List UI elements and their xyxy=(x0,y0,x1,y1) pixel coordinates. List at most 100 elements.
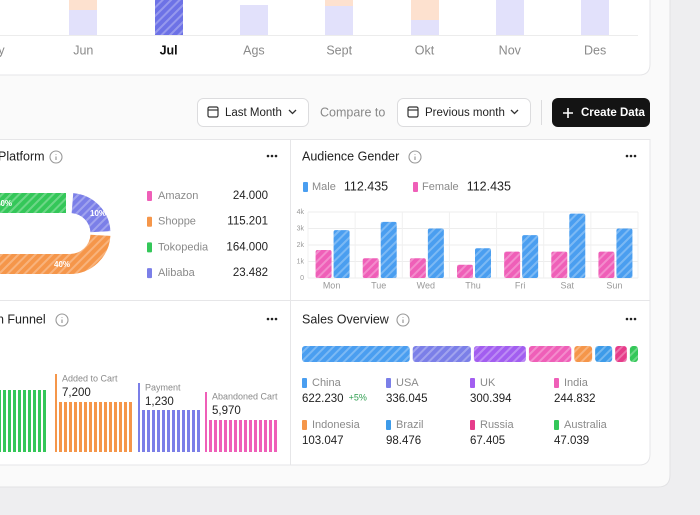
stack-segment xyxy=(528,346,572,362)
legend-swatch xyxy=(470,378,475,388)
legend-total: 112.435 xyxy=(467,179,511,193)
legend-name: UK xyxy=(480,377,496,389)
calendar-icon xyxy=(407,106,419,118)
x-tick-label: Thu xyxy=(465,280,481,290)
more-icon xyxy=(270,154,274,158)
legend-value: 115.201 xyxy=(227,216,268,228)
funnel-bar xyxy=(124,402,127,452)
more-icon xyxy=(633,154,637,158)
y-tick-label: 4k xyxy=(297,209,305,216)
legend-value: 244.832 xyxy=(554,393,596,405)
legend-swatch xyxy=(147,216,152,227)
legend-swatch xyxy=(302,420,307,430)
funnel-bar xyxy=(162,410,165,452)
funnel-bar xyxy=(109,402,112,452)
funnel-bar xyxy=(8,390,11,452)
month-label: Jul xyxy=(160,43,178,57)
funnel-bar xyxy=(167,410,170,452)
stack-segment xyxy=(412,346,471,362)
panel-title: Sales Overview xyxy=(302,312,390,326)
stack-segment xyxy=(302,346,410,362)
funnel-bar xyxy=(38,390,41,452)
x-tick-label: Sun xyxy=(606,280,622,290)
funnel-bar xyxy=(269,420,272,452)
stack-segment xyxy=(629,346,638,362)
legend-value: 24.000 xyxy=(233,190,268,202)
funnel-bar xyxy=(89,402,92,452)
info-icon xyxy=(49,150,63,164)
funnel-bar xyxy=(99,402,102,452)
month-label: Nov xyxy=(499,43,522,57)
more-icon xyxy=(625,317,629,321)
period-select[interactable] xyxy=(197,98,309,127)
x-tick-label: Wed xyxy=(417,280,435,290)
bar xyxy=(598,251,615,278)
compare-period-label: Previous month xyxy=(425,107,505,119)
funnel-bar xyxy=(119,402,122,452)
bar xyxy=(427,228,444,278)
x-tick-label: Tue xyxy=(371,280,386,290)
more-icon xyxy=(274,154,278,158)
donut-label: 40% xyxy=(54,260,70,269)
bar-decor xyxy=(411,0,439,20)
funnel-value: 7,200 xyxy=(62,387,91,399)
legend-name: Female xyxy=(422,181,459,193)
funnel-marker xyxy=(205,392,207,452)
month-label: Sept xyxy=(326,43,352,57)
chevron xyxy=(288,109,297,115)
month-label: Jun xyxy=(73,43,93,57)
bar xyxy=(380,221,397,278)
plus-icon xyxy=(563,108,573,118)
bar-decor xyxy=(411,20,439,35)
panel-title: Audience Gender xyxy=(302,149,399,163)
more-icon xyxy=(270,317,274,321)
funnel-bar xyxy=(43,390,46,452)
funnel-bar xyxy=(142,410,145,452)
funnel-bar xyxy=(33,390,36,452)
legend-name: China xyxy=(312,377,342,389)
funnel-bar xyxy=(79,402,82,452)
legend-value: 98.476 xyxy=(386,435,421,447)
create-button[interactable] xyxy=(552,98,650,127)
more-icon xyxy=(629,317,633,321)
create-button-label: Create Data xyxy=(581,107,646,119)
compare-select[interactable] xyxy=(397,98,531,127)
x-tick-label: Sat xyxy=(561,280,575,290)
month-bars xyxy=(69,0,609,35)
legend-value: 336.045 xyxy=(386,393,428,405)
legend-value: 47.039 xyxy=(554,435,589,447)
bar xyxy=(616,228,633,278)
bar xyxy=(333,230,350,278)
funnel-bar xyxy=(249,420,252,452)
funnel-bar xyxy=(224,420,227,452)
more-icon xyxy=(625,154,629,158)
legend-swatch xyxy=(386,378,391,388)
bar-decor xyxy=(240,5,268,35)
legend-swatch xyxy=(147,242,152,253)
funnel-marker xyxy=(55,374,57,452)
bar-decor xyxy=(69,10,97,35)
bar-decor xyxy=(325,0,353,6)
funnel-label: Payment xyxy=(145,382,181,392)
legend-name: Amazon xyxy=(158,190,198,202)
month-label: Okt xyxy=(415,43,435,57)
bar-decor xyxy=(496,0,524,35)
funnel-bar xyxy=(94,402,97,452)
funnel-bar xyxy=(234,420,237,452)
funnel-bar xyxy=(182,410,185,452)
funnel-bar xyxy=(177,410,180,452)
funnel-bar xyxy=(13,390,16,452)
funnel-marker xyxy=(138,383,140,452)
legend-swatch xyxy=(147,268,152,279)
legend-value: 23.482 xyxy=(233,267,268,279)
funnel-bar xyxy=(229,420,232,452)
funnel-value: 5,970 xyxy=(212,405,241,417)
chevron xyxy=(510,109,519,115)
funnel-bar xyxy=(69,402,72,452)
funnel-bar xyxy=(129,402,132,452)
legend-swatch xyxy=(470,420,475,430)
bar xyxy=(551,251,568,278)
funnel-bar xyxy=(172,410,175,452)
funnel-bar xyxy=(219,420,222,452)
